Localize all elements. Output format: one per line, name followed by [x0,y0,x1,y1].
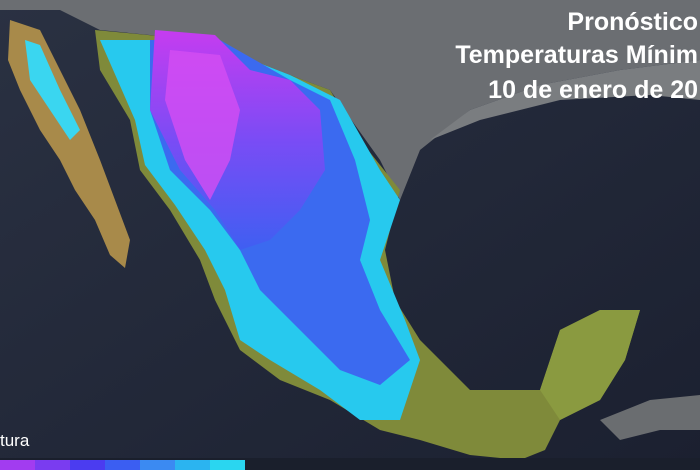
legend-swatch [210,460,245,470]
legend-swatch [0,460,35,470]
legend-label: tura [0,431,30,450]
legend: tura [0,431,700,470]
land [430,60,700,140]
usa-land [0,0,700,200]
legend-swatch [70,460,105,470]
title-line: Temperaturas Mínim [455,41,698,69]
legend-swatch [105,460,140,470]
cold-zone [165,50,240,200]
legend-swatch [175,460,210,470]
title-line: 10 de enero de 20 [488,76,698,104]
land [600,395,700,440]
cold-zone [25,40,80,140]
yucatan [540,310,640,420]
title-line: Pronóstico [567,8,698,36]
legend-swatch [35,460,70,470]
legend-swatch [140,460,175,470]
